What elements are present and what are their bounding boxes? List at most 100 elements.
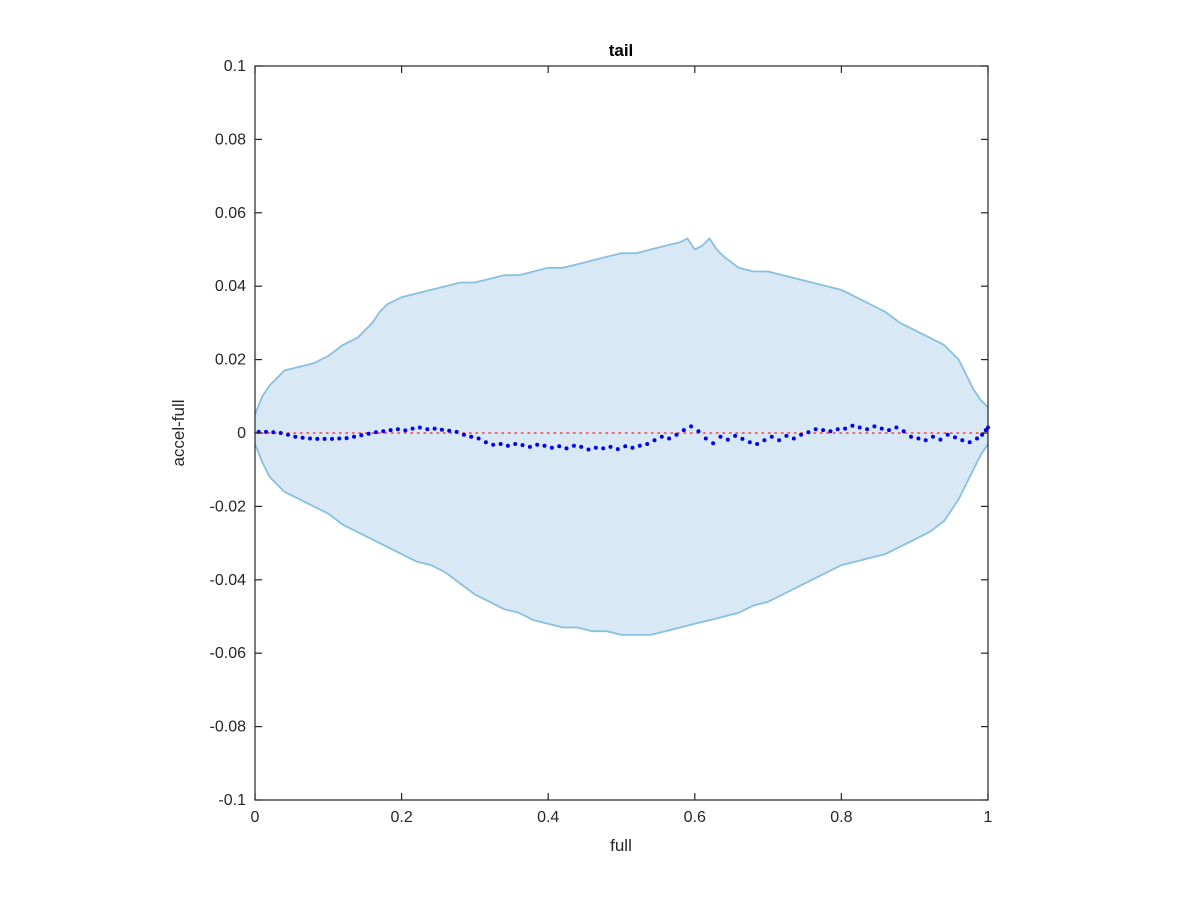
axes: 0 0.2 0.4 0.6 0.8 1 0.1 0.08 0.06 0.04 0.02 0 -0.02 -… (210, 58, 993, 826)
scatter-point (945, 432, 950, 437)
scatter-point (615, 447, 620, 452)
scatter-point (850, 423, 855, 428)
confidence-band (255, 238, 988, 635)
scatter-point (483, 440, 488, 445)
scatter-point (520, 443, 525, 448)
scatter-point (725, 437, 730, 442)
scatter-point (791, 436, 796, 441)
scatter-point (278, 431, 283, 435)
plot-area (254, 237, 990, 636)
scatter-point (359, 433, 364, 438)
scatter-point (784, 433, 789, 438)
scatter-point (894, 425, 899, 430)
scatter-point (315, 436, 320, 441)
scatter-point (527, 444, 532, 449)
band-lower-edge (254, 443, 989, 636)
scatter-point (960, 438, 965, 443)
scatter-point (777, 438, 782, 443)
scatter-point (300, 435, 305, 440)
x-tick-label: 0.8 (830, 809, 852, 826)
scatter-point (813, 427, 818, 432)
x-tick-label: 0.2 (390, 809, 412, 826)
scatter-point (395, 427, 400, 432)
y-tick-label: 0 (237, 425, 246, 442)
scatter-point (857, 425, 862, 430)
scatter-point (637, 443, 642, 448)
scatter-point (843, 426, 848, 431)
y-tick-label: -0.06 (210, 645, 247, 662)
scatter-point (505, 443, 510, 448)
scatter-point (410, 426, 415, 431)
scatter-point (447, 428, 452, 433)
scatter-point (454, 429, 459, 434)
scatter-point (337, 436, 342, 441)
scatter-point (579, 444, 584, 449)
scatter-point (806, 430, 811, 435)
scatter-point (865, 427, 870, 432)
scatter-point (630, 445, 635, 450)
y-tick-label: 0.04 (215, 278, 246, 295)
scatter-point (271, 430, 276, 435)
scatter-point (916, 436, 921, 441)
scatter-point (879, 426, 884, 431)
x-tick-label: 0.6 (684, 809, 706, 826)
x-tick-label: 0 (251, 809, 260, 826)
scatter-point (703, 436, 708, 441)
x-axis-label: full (610, 836, 632, 855)
scatter-point (967, 440, 972, 445)
x-tick-label: 1 (984, 809, 993, 826)
scatter-point (747, 440, 752, 445)
scatter-point (322, 436, 327, 441)
scatter-point (425, 427, 430, 432)
scatter-point (549, 445, 554, 450)
x-tick-label: 0.4 (537, 809, 559, 826)
scatter-point (417, 425, 422, 430)
y-tick-label: -0.04 (210, 572, 247, 589)
scatter-point (542, 443, 547, 448)
scatter-point (733, 433, 738, 438)
scatter-point (439, 427, 444, 432)
scatter-point (667, 436, 672, 441)
scatter-point (983, 428, 988, 433)
scatter-point (711, 441, 716, 446)
scatter-point (762, 438, 767, 443)
scatter-point (557, 444, 562, 449)
scatter-point (535, 442, 540, 447)
scatter-point (432, 426, 437, 431)
y-tick-label: -0.1 (218, 792, 246, 809)
scatter-point (623, 444, 628, 449)
y-axis-label: accel-full (169, 399, 188, 466)
scatter-point (681, 428, 686, 433)
scatter-point (286, 432, 290, 437)
chart-title: tail (609, 41, 634, 60)
scatter-point (461, 432, 466, 437)
scatter-point (593, 445, 598, 450)
scatter-point (872, 424, 877, 429)
y-tick-label: -0.02 (210, 498, 247, 515)
scatter-point (330, 436, 334, 441)
scatter-point (828, 429, 833, 434)
scatter-point (264, 429, 268, 434)
scatter-point (938, 437, 943, 442)
scatter-point (980, 432, 985, 437)
scatter-point (887, 428, 891, 433)
scatter-point (352, 434, 356, 439)
scatter-point (923, 438, 928, 443)
scatter-point (689, 424, 694, 429)
scatter-point (513, 442, 518, 446)
scatter-point (293, 434, 298, 439)
scatter-point (586, 447, 591, 452)
scatter-point (769, 434, 774, 439)
scatter-point (909, 434, 913, 439)
scatter-point (308, 436, 312, 441)
scatter-point (366, 431, 371, 436)
y-tick-label: -0.08 (210, 719, 247, 736)
scatter-point (388, 428, 393, 433)
scatter-point (901, 429, 906, 434)
scatter-point (381, 429, 386, 434)
scatter-point (659, 434, 664, 439)
scatter-point (953, 435, 957, 440)
scatter-point (975, 436, 979, 441)
scatter-point (645, 442, 650, 446)
